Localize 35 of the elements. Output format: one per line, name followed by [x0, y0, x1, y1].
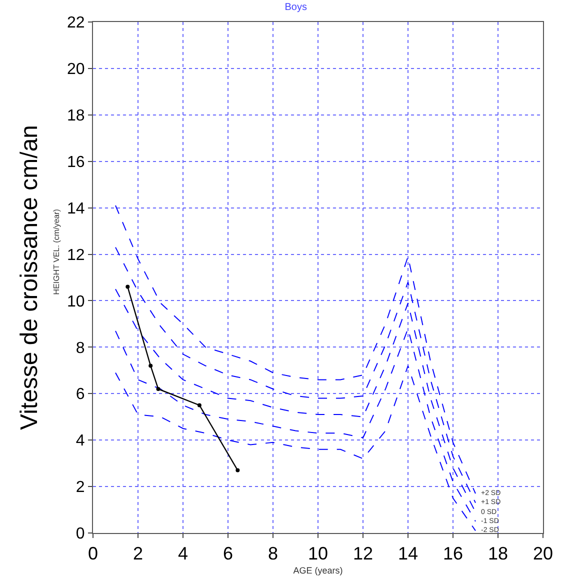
- point: [197, 403, 202, 408]
- point: [236, 468, 240, 472]
- y-tick-label: 18: [67, 108, 85, 125]
- y-axis-title: Vitesse de croissance cm/an: [16, 124, 44, 430]
- y-tick-label: 10: [67, 293, 85, 310]
- y-tick-label: 22: [67, 14, 85, 32]
- y-tick-label: 0: [76, 526, 85, 543]
- y-tick-label: 2: [76, 479, 85, 496]
- point: [148, 364, 153, 368]
- x-tick-label: 10: [308, 544, 328, 564]
- x-tick-label: 2: [132, 544, 144, 564]
- y-tick-label: 16: [67, 154, 85, 171]
- x-tick-label: 8: [268, 544, 278, 564]
- text: HEIGHT VEL. (cm/year): [52, 208, 61, 295]
- point: [126, 284, 130, 289]
- x-tick-label: 14: [398, 544, 418, 564]
- x-tick-label: 4: [178, 544, 188, 564]
- x-tick-label: 18: [488, 544, 508, 564]
- y-tick-label: 4: [76, 432, 85, 450]
- line-series: [115, 205, 476, 494]
- y-tick-label: 12: [67, 246, 85, 264]
- chart-title: Boys: [284, 2, 307, 13]
- x-tick-label: 16: [442, 544, 464, 564]
- x-axis-title: AGE (years): [293, 565, 343, 576]
- line-series: [115, 365, 476, 532]
- line-series: [115, 328, 476, 522]
- y-tick-label: 8: [76, 340, 85, 357]
- point: [156, 386, 160, 391]
- line-series: [115, 246, 476, 504]
- x-tick-label: 20: [532, 544, 554, 564]
- x-tick-label: 6: [222, 544, 234, 564]
- y-tick-label: 20: [67, 61, 85, 78]
- y-tick-label: 6: [76, 386, 85, 404]
- x-tick-label: 12: [352, 544, 374, 564]
- y-tick-label: 14: [67, 200, 85, 218]
